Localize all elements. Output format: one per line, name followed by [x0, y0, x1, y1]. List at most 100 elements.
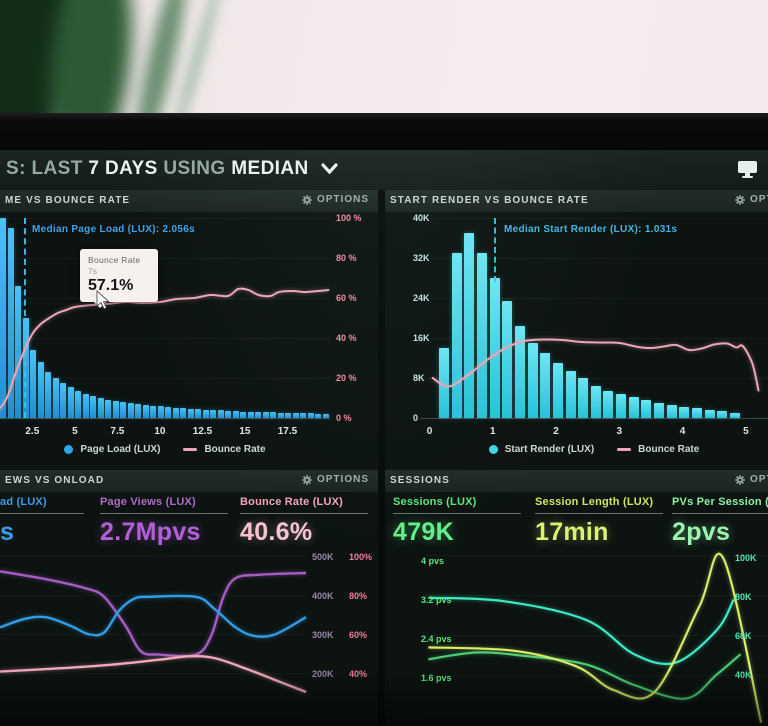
histogram-bar: [240, 411, 246, 418]
sessions-line: [428, 596, 735, 666]
options-button[interactable]: OPTIONS: [302, 194, 369, 205]
options-label: OPTIONS: [316, 194, 369, 205]
metric-onload: ad (LUX) s: [0, 496, 84, 547]
median-line: [494, 218, 496, 282]
background-photo: [0, 0, 768, 115]
histogram-bar: [30, 350, 36, 418]
histogram-bar: [225, 410, 231, 418]
histogram-bar: [247, 411, 254, 418]
panel-title: EWS VS ONLOAD: [5, 475, 105, 486]
onload-line: [0, 594, 307, 638]
histogram-bar: [514, 325, 525, 418]
bounce-rate-line: [0, 654, 307, 694]
chart-plot-area[interactable]: [0, 556, 307, 726]
options-button[interactable]: OPTIONS: [735, 474, 768, 485]
histogram-bar: [67, 387, 74, 418]
histogram-bar: [187, 408, 194, 418]
panel-header: SESSIONS OPTIONS: [385, 470, 768, 492]
histogram-bar: [127, 403, 134, 418]
histogram-bar: [692, 408, 702, 418]
x-axis-tick-label: 0: [426, 426, 433, 437]
median-line: [24, 218, 26, 418]
date-range-selector[interactable]: S: LAST 7 DAYS USING MEDIAN: [6, 158, 338, 180]
x-axis-tick-label: 3: [616, 426, 623, 437]
x-axis-tick-label: 5: [743, 426, 749, 437]
date-range-prefix: S:: [6, 158, 26, 179]
x-axis-ticks: 0 1 2 3 4 5: [420, 426, 768, 438]
histogram-bar: [300, 413, 306, 418]
panel-sessions: SESSIONS OPTIONS Sessions (LUX) 479K Ses…: [385, 470, 768, 726]
x-axis-ticks: 2.5 5 7.5 10 12.5 15 17.5: [0, 426, 330, 438]
panel-load-time-vs-bounce-rate: ME VS BOUNCE RATE OPTIONS Median Page Lo…: [0, 190, 378, 470]
histogram-bar: [7, 228, 14, 418]
chart-plot-area[interactable]: Median Start Render (LUX): 1.031s: [420, 218, 768, 419]
histogram-bar: [0, 218, 6, 418]
metric-page-views: Page Views (LUX) 2.7Mpvs: [100, 496, 228, 547]
histogram-bar: [37, 362, 44, 418]
histogram-bar: [270, 412, 276, 418]
options-button[interactable]: OPTIONS: [302, 474, 369, 485]
display-icon[interactable]: [736, 159, 759, 179]
page-load-histogram: [0, 218, 330, 418]
date-range-word: LAST: [31, 158, 83, 179]
options-button[interactable]: OPTIONS: [735, 194, 768, 205]
legend-label: Page Load (LUX): [80, 444, 161, 455]
date-range-metric: MEDIAN: [231, 158, 309, 179]
histogram-bar: [641, 400, 652, 418]
x-axis-tick-label: 4: [679, 426, 686, 437]
options-label: OPTIONS: [750, 194, 768, 205]
histogram-bar: [679, 406, 690, 418]
histogram-bar: [285, 412, 291, 418]
histogram-bar: [120, 402, 126, 418]
histogram-bar: [255, 412, 261, 418]
x-axis-tick-label: 1: [489, 426, 496, 437]
gear-icon: [735, 474, 745, 485]
median-annotation: Median Start Render (LUX): 1.031s: [504, 224, 678, 235]
x-axis-tick-label: 2.5: [25, 426, 40, 437]
histogram-bar: [489, 278, 500, 418]
chart-legend: Start Render (LUX) Bounce Rate: [420, 444, 768, 455]
tooltip-title: Bounce Rate: [88, 255, 141, 265]
chart-plot-area[interactable]: Median Page Load (LUX): 2.056s Bounce Ra…: [0, 218, 330, 419]
histogram-bar: [590, 385, 601, 418]
histogram-bar: [45, 372, 51, 418]
panel-title: ME VS BOUNCE RATE: [5, 195, 131, 206]
legend-line-icon: [617, 448, 632, 451]
panel-title: SESSIONS: [390, 475, 450, 486]
histogram-bar: [82, 394, 89, 418]
x-axis-tick-label: 10: [154, 426, 166, 437]
histogram-bar: [97, 398, 104, 418]
y-axis-row: 400K 80%: [312, 591, 368, 601]
histogram-bar: [315, 413, 321, 418]
chart-legend: Page Load (LUX) Bounce Rate: [0, 444, 330, 455]
metric-pvs-per-session: PVs Per Session (LUX) 2pvs: [672, 496, 768, 547]
chart-plot-area[interactable]: [425, 552, 768, 726]
histogram-bar: [262, 412, 269, 418]
histogram-bar: [232, 411, 239, 418]
histogram-bar: [60, 383, 66, 418]
x-axis-line: [420, 418, 768, 419]
metric-bounce-rate: Bounce Rate (LUX) 40.6%: [240, 496, 368, 547]
x-axis-tick-label: 15: [239, 426, 251, 437]
histogram-bar: [527, 343, 538, 418]
histogram-bar: [15, 286, 21, 418]
legend-label: Start Render (LUX): [504, 444, 595, 455]
histogram-bar: [172, 407, 179, 418]
page-views-line: [0, 570, 307, 658]
histogram-bar: [165, 407, 171, 418]
histogram-bar: [217, 410, 224, 418]
mouse-cursor: [96, 290, 110, 310]
histogram-bar: [52, 378, 59, 418]
histogram-bar: [628, 397, 639, 418]
gear-icon: [735, 194, 745, 205]
date-range-days: 7 DAYS: [88, 158, 158, 179]
histogram-bar: [105, 399, 111, 418]
histogram-bar: [75, 391, 81, 418]
options-label: OPTIONS: [316, 474, 369, 485]
panel-header: ME VS BOUNCE RATE OPTIONS: [0, 190, 378, 212]
x-axis-line: [0, 418, 330, 419]
histogram-bar: [439, 348, 449, 418]
panel-pageviews-vs-onload: EWS VS ONLOAD OPTIONS ad (LUX) s Page Vi…: [0, 470, 378, 726]
histogram-bar: [202, 409, 209, 418]
histogram-bar: [540, 353, 551, 418]
